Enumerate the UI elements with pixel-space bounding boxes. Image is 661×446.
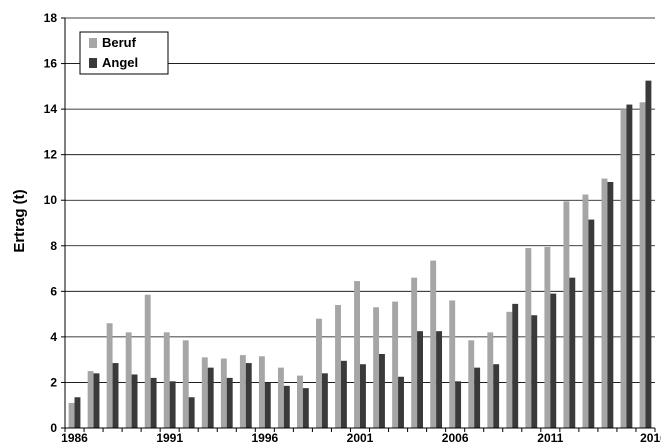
bar-beruf-1989	[125, 332, 132, 428]
bar-beruf-1997	[277, 367, 284, 428]
bar-beruf-1990	[144, 294, 151, 428]
x-tick-label: 2006	[442, 431, 469, 445]
bar-angel-1995	[245, 363, 252, 428]
bar-beruf-2011	[544, 246, 551, 428]
bar-angel-2000	[340, 360, 347, 428]
x-tick-label: 1996	[251, 431, 278, 445]
bar-angel-1992	[188, 397, 195, 428]
bar-beruf-1993	[201, 357, 208, 428]
bar-beruf-1994	[220, 358, 227, 428]
bar-angel-2003	[398, 376, 404, 428]
y-tick-label: 2	[50, 375, 57, 389]
y-tick-label: 6	[50, 284, 57, 298]
x-tick-label: 1986	[61, 431, 88, 445]
legend-label-angel: Angel	[102, 55, 138, 70]
bar-beruf-2010	[525, 248, 532, 428]
bar-beruf-1988	[106, 323, 113, 428]
bar-beruf-2012	[563, 201, 570, 428]
bar-angel-1989	[131, 374, 138, 428]
bar-beruf-2005	[430, 260, 437, 428]
bar-angel-1998	[302, 388, 309, 428]
bar-angel-2002	[379, 353, 385, 428]
bar-beruf-2014	[601, 178, 608, 428]
bar-angel-1996	[264, 382, 271, 428]
y-axis-title: Ertrag (t)	[11, 189, 28, 252]
bar-beruf-2003	[392, 301, 399, 428]
y-tick-labels: 0 2 4 6 8 10 12 14 16 18	[44, 11, 58, 435]
bar-angel-2015	[626, 104, 633, 428]
bar-beruf-2002	[373, 307, 380, 428]
bar-beruf-1991	[163, 332, 170, 428]
y-tick-label: 16	[44, 57, 58, 71]
bar-beruf-1996	[258, 356, 265, 428]
x-tick-label: 2001	[347, 431, 374, 445]
bar-beruf-1995	[239, 355, 246, 428]
bar-angel-1986	[74, 397, 81, 428]
y-tick-label: 10	[44, 193, 58, 207]
y-tick-label: 4	[50, 330, 57, 344]
bar-angel-1987	[93, 373, 100, 428]
bar-beruf-1999	[316, 318, 322, 428]
bar-angel-2006	[455, 381, 462, 428]
bars	[68, 80, 652, 429]
y-tick-label: 18	[44, 11, 58, 25]
x-tick-label: 2016	[640, 431, 661, 445]
bar-angel-2012	[569, 277, 576, 428]
bar-angel-2011	[550, 293, 557, 428]
bar-angel-1990	[150, 377, 157, 428]
bar-beruf-2013	[582, 194, 589, 428]
legend-swatch-angel	[89, 58, 97, 68]
y-tick-label: 0	[50, 421, 57, 435]
bar-beruf-1992	[182, 340, 189, 428]
bar-angel-2014	[607, 182, 614, 428]
x-tick-label: 1991	[156, 431, 183, 445]
bar-beruf-1987	[87, 371, 94, 428]
bar-angel-1994	[226, 377, 233, 428]
legend: Beruf Angel	[79, 31, 169, 75]
x-tick-label: 2011	[537, 431, 563, 445]
bar-angel-1999	[321, 373, 328, 428]
bar-angel-2005	[436, 331, 443, 428]
bar-angel-2007	[474, 367, 481, 428]
bar-angel-2009	[512, 303, 519, 428]
bar-beruf-2007	[468, 340, 475, 428]
legend-label-beruf: Beruf	[102, 35, 137, 50]
bar-beruf-2008	[487, 332, 494, 428]
bar-angel-2004	[417, 331, 423, 428]
bar-beruf-2000	[335, 305, 341, 428]
bar-angel-1988	[112, 363, 119, 428]
bar-beruf-2009	[506, 311, 513, 428]
bar-angel-2008	[493, 364, 500, 428]
x-tick-labels: 1986 1991 1996 2001 2006 2011 2016	[61, 428, 661, 445]
bar-angel-1991	[169, 381, 176, 428]
bar-angel-2013	[588, 219, 595, 428]
y-tick-label: 8	[50, 239, 57, 253]
y-tick-label: 12	[44, 148, 58, 162]
bar-angel-2016	[645, 80, 652, 428]
bar-beruf-2015	[620, 109, 627, 429]
bar-angel-1993	[207, 367, 214, 428]
bar-beruf-2006	[449, 300, 456, 428]
legend-swatch-beruf	[89, 38, 97, 48]
y-tick-label: 14	[44, 102, 58, 116]
bar-beruf-2016	[639, 102, 646, 428]
bar-beruf-2004	[411, 277, 418, 428]
bar-angel-2010	[531, 315, 538, 428]
bar-beruf-2001	[354, 281, 360, 428]
bar-beruf-1998	[297, 375, 303, 428]
axes	[64, 18, 655, 429]
bar-beruf-1986	[68, 402, 75, 428]
bar-angel-2001	[360, 364, 366, 428]
bar-angel-1997	[283, 385, 290, 428]
